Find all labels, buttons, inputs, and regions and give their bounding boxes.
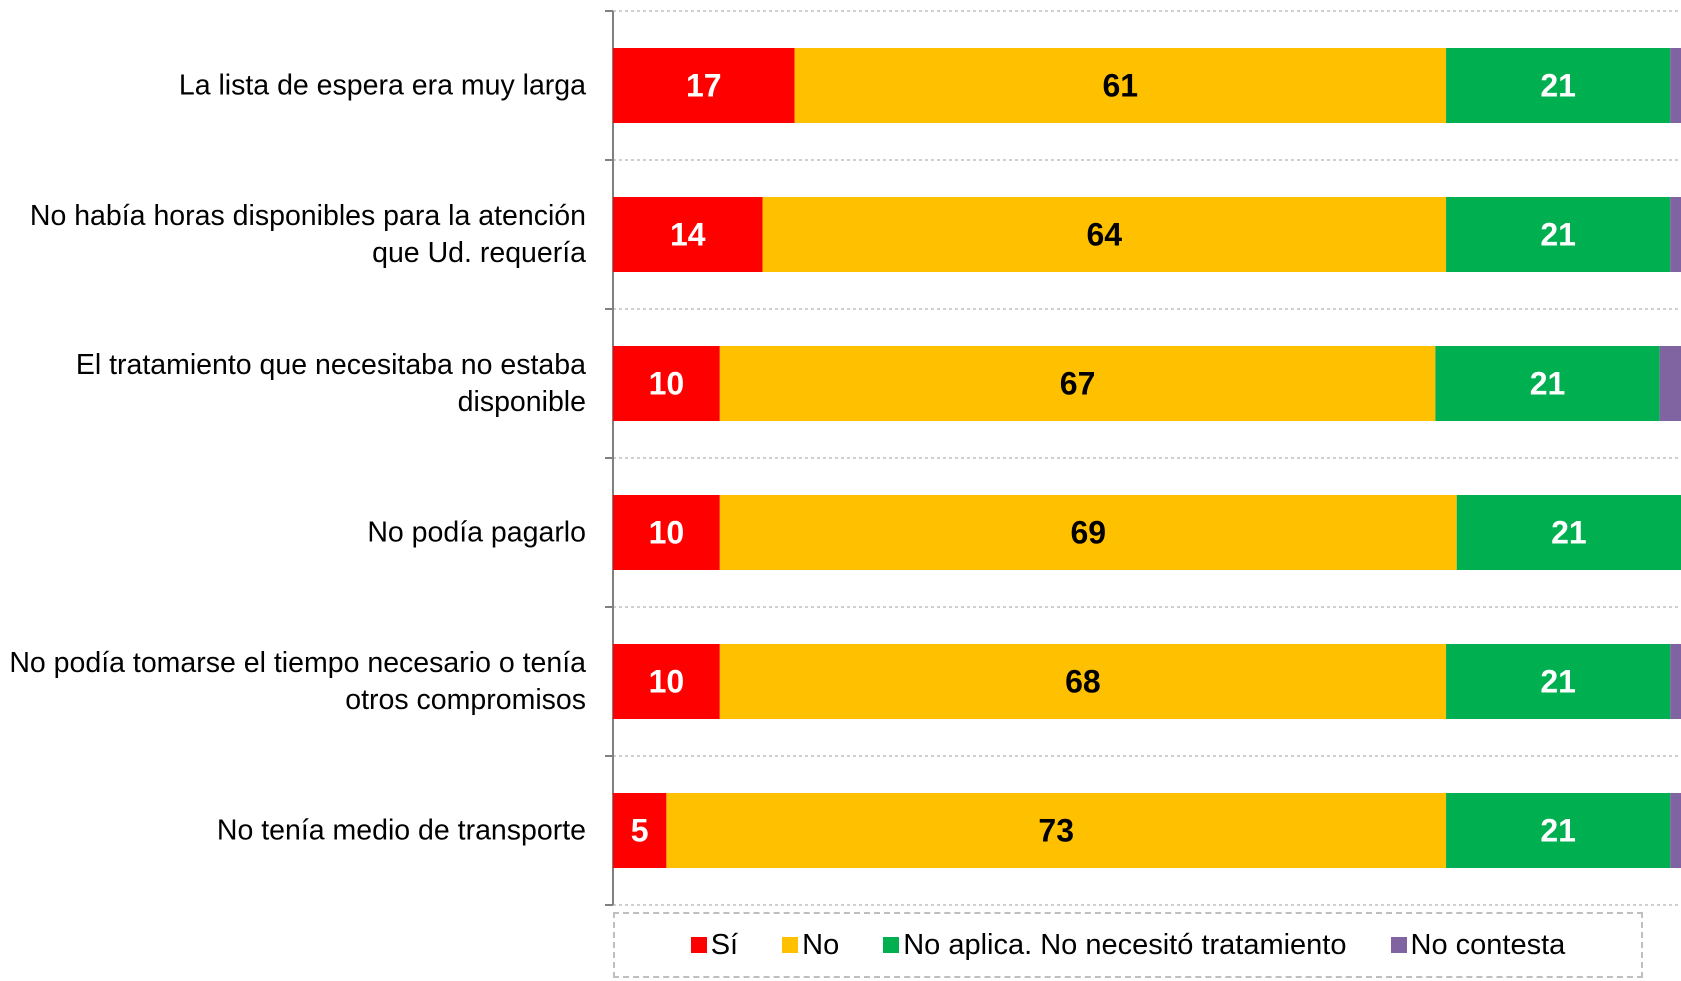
bar-segment: [1446, 793, 1671, 868]
bar-segment: [1446, 48, 1671, 123]
legend-label: No contesta: [1410, 928, 1566, 961]
bar-segment: [719, 346, 1436, 421]
bar-segment: [613, 793, 667, 868]
bar-segment: [1446, 197, 1671, 272]
bar-segment: [1670, 644, 1681, 719]
legend-swatch: [782, 937, 799, 953]
legend: Sí No No aplica. No necesitó tratamiento No…: [613, 912, 1643, 978]
data-label: 21: [1551, 515, 1587, 551]
data-label: 21: [1540, 217, 1576, 253]
data-label: 10: [649, 366, 685, 402]
data-label: 5: [631, 813, 649, 849]
legend-swatch: [690, 937, 707, 953]
legend-item: No: [782, 929, 839, 962]
category-label: No podía pagarlo: [367, 516, 586, 548]
bar-segment: [1670, 793, 1681, 868]
legend-label: Sí: [710, 928, 739, 961]
bar-segment: [1670, 48, 1681, 123]
bar-segment: [1670, 197, 1681, 272]
data-label: 67: [1060, 366, 1096, 402]
bar-segment: [794, 48, 1447, 123]
bar-segment: [1446, 644, 1671, 719]
legend-swatch: [883, 937, 900, 953]
legend-item: No contesta: [1390, 928, 1566, 962]
bar-segment: [1659, 346, 1681, 421]
category-label: No tenía medio de transporte: [216, 814, 586, 846]
data-label: 21: [1530, 366, 1566, 402]
bar-segment: [719, 644, 1447, 719]
data-label: 61: [1103, 68, 1139, 104]
bar-segment: [613, 495, 720, 570]
bar-segment: [1435, 346, 1660, 421]
bar-segment: [613, 644, 720, 719]
data-label: 14: [670, 217, 706, 253]
bar-segment: [1456, 495, 1681, 570]
data-label: 73: [1038, 813, 1074, 849]
bar-segment: [719, 495, 1457, 570]
data-label: 21: [1540, 813, 1576, 849]
bar-segment: [613, 48, 795, 123]
category-label: No podía tomarse el tiempo necesario o t…: [9, 646, 586, 716]
bar-segment: [762, 197, 1447, 272]
data-label: 68: [1065, 664, 1101, 700]
legend-label: No aplica. No necesitó tratamiento: [903, 928, 1347, 961]
category-label: La lista de espera era muy larga: [178, 69, 586, 101]
data-label: 10: [649, 515, 685, 551]
data-label: 21: [1540, 664, 1576, 700]
data-label: 21: [1540, 68, 1576, 104]
bar-segment: [666, 793, 1447, 868]
data-label: 64: [1086, 217, 1122, 253]
data-label: 10: [649, 664, 685, 700]
bar-segment: [613, 346, 720, 421]
legend-swatch: [1390, 937, 1407, 953]
category-label: No había horas disponibles para la atenc…: [29, 199, 586, 269]
legend-label: No: [802, 928, 840, 961]
data-label: 17: [686, 68, 722, 104]
legend-item: No aplica. No necesitó tratamiento: [883, 928, 1347, 962]
category-label: El tratamiento que necesitaba no estaba …: [75, 348, 586, 418]
legend-item: Sí: [690, 928, 739, 962]
bar-segment: [613, 197, 763, 272]
data-label: 69: [1070, 515, 1106, 551]
